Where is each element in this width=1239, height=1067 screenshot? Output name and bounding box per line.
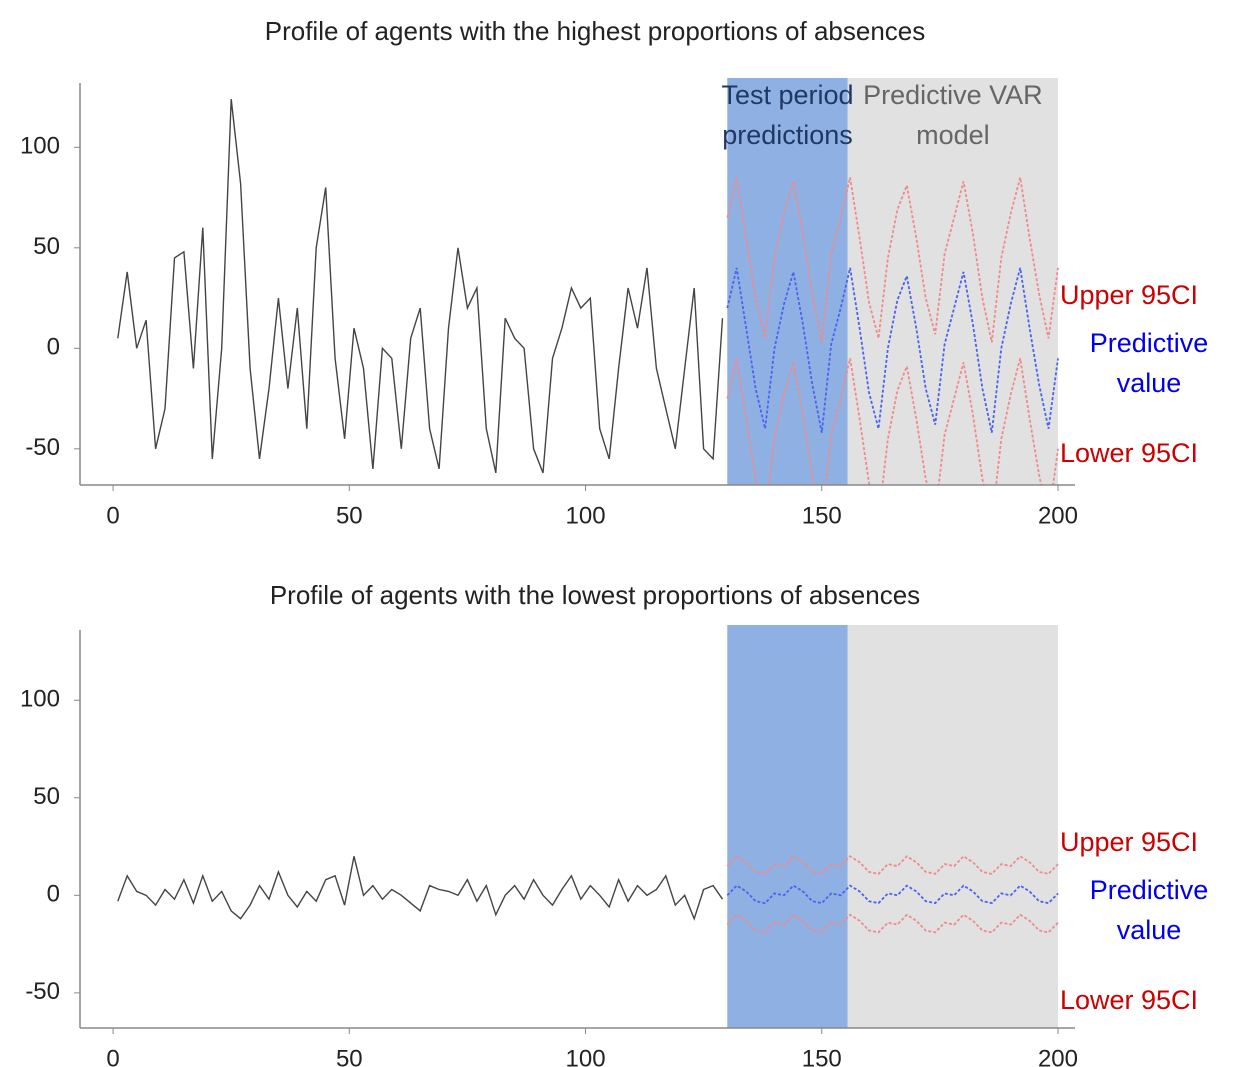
line xyxy=(726,884,1059,905)
legend-label: Predictive value xyxy=(1089,328,1209,398)
y-tick-label: -50 xyxy=(25,978,60,1005)
line xyxy=(117,99,724,474)
x-tick-label: 200 xyxy=(1038,1045,1078,1067)
x-tick-label: 100 xyxy=(566,502,606,529)
x-tick-label: 0 xyxy=(106,1045,119,1067)
region xyxy=(727,78,848,485)
chart-title: Profile of agents with the lowest propor… xyxy=(270,580,920,610)
x-tick-label: 150 xyxy=(802,1045,842,1067)
y-tick-label: -50 xyxy=(25,434,60,461)
y-tick-label: 100 xyxy=(20,133,60,160)
line xyxy=(726,267,1059,433)
y-tick-label: 50 xyxy=(33,233,60,260)
line xyxy=(726,177,1059,343)
x-tick-label: 50 xyxy=(336,1045,363,1067)
line xyxy=(117,856,724,921)
legend-label: Predictive value xyxy=(1089,875,1209,945)
region xyxy=(727,625,848,1028)
region xyxy=(847,625,1058,1028)
legend-label: Upper 95CI xyxy=(1059,280,1199,310)
line xyxy=(726,358,1059,485)
x-tick-label: 0 xyxy=(106,502,119,529)
chart-title: Profile of agents with the highest propo… xyxy=(265,16,926,46)
legend-label: Lower 95CI xyxy=(1059,985,1199,1015)
y-tick-label: 0 xyxy=(47,881,60,908)
legend-label: Upper 95CI xyxy=(1059,827,1199,857)
region-label: Predictive VAR model xyxy=(863,80,1043,150)
x-tick-label: 150 xyxy=(802,502,842,529)
y-tick-label: 0 xyxy=(47,334,60,361)
y-tick-label: 100 xyxy=(20,686,60,713)
x-tick-label: 200 xyxy=(1038,502,1078,529)
y-tick-label: 50 xyxy=(33,783,60,810)
x-tick-label: 50 xyxy=(336,502,363,529)
x-tick-label: 100 xyxy=(566,1045,606,1067)
region-label: Test period predictions xyxy=(721,80,854,150)
legend-label: Lower 95CI xyxy=(1059,438,1199,468)
